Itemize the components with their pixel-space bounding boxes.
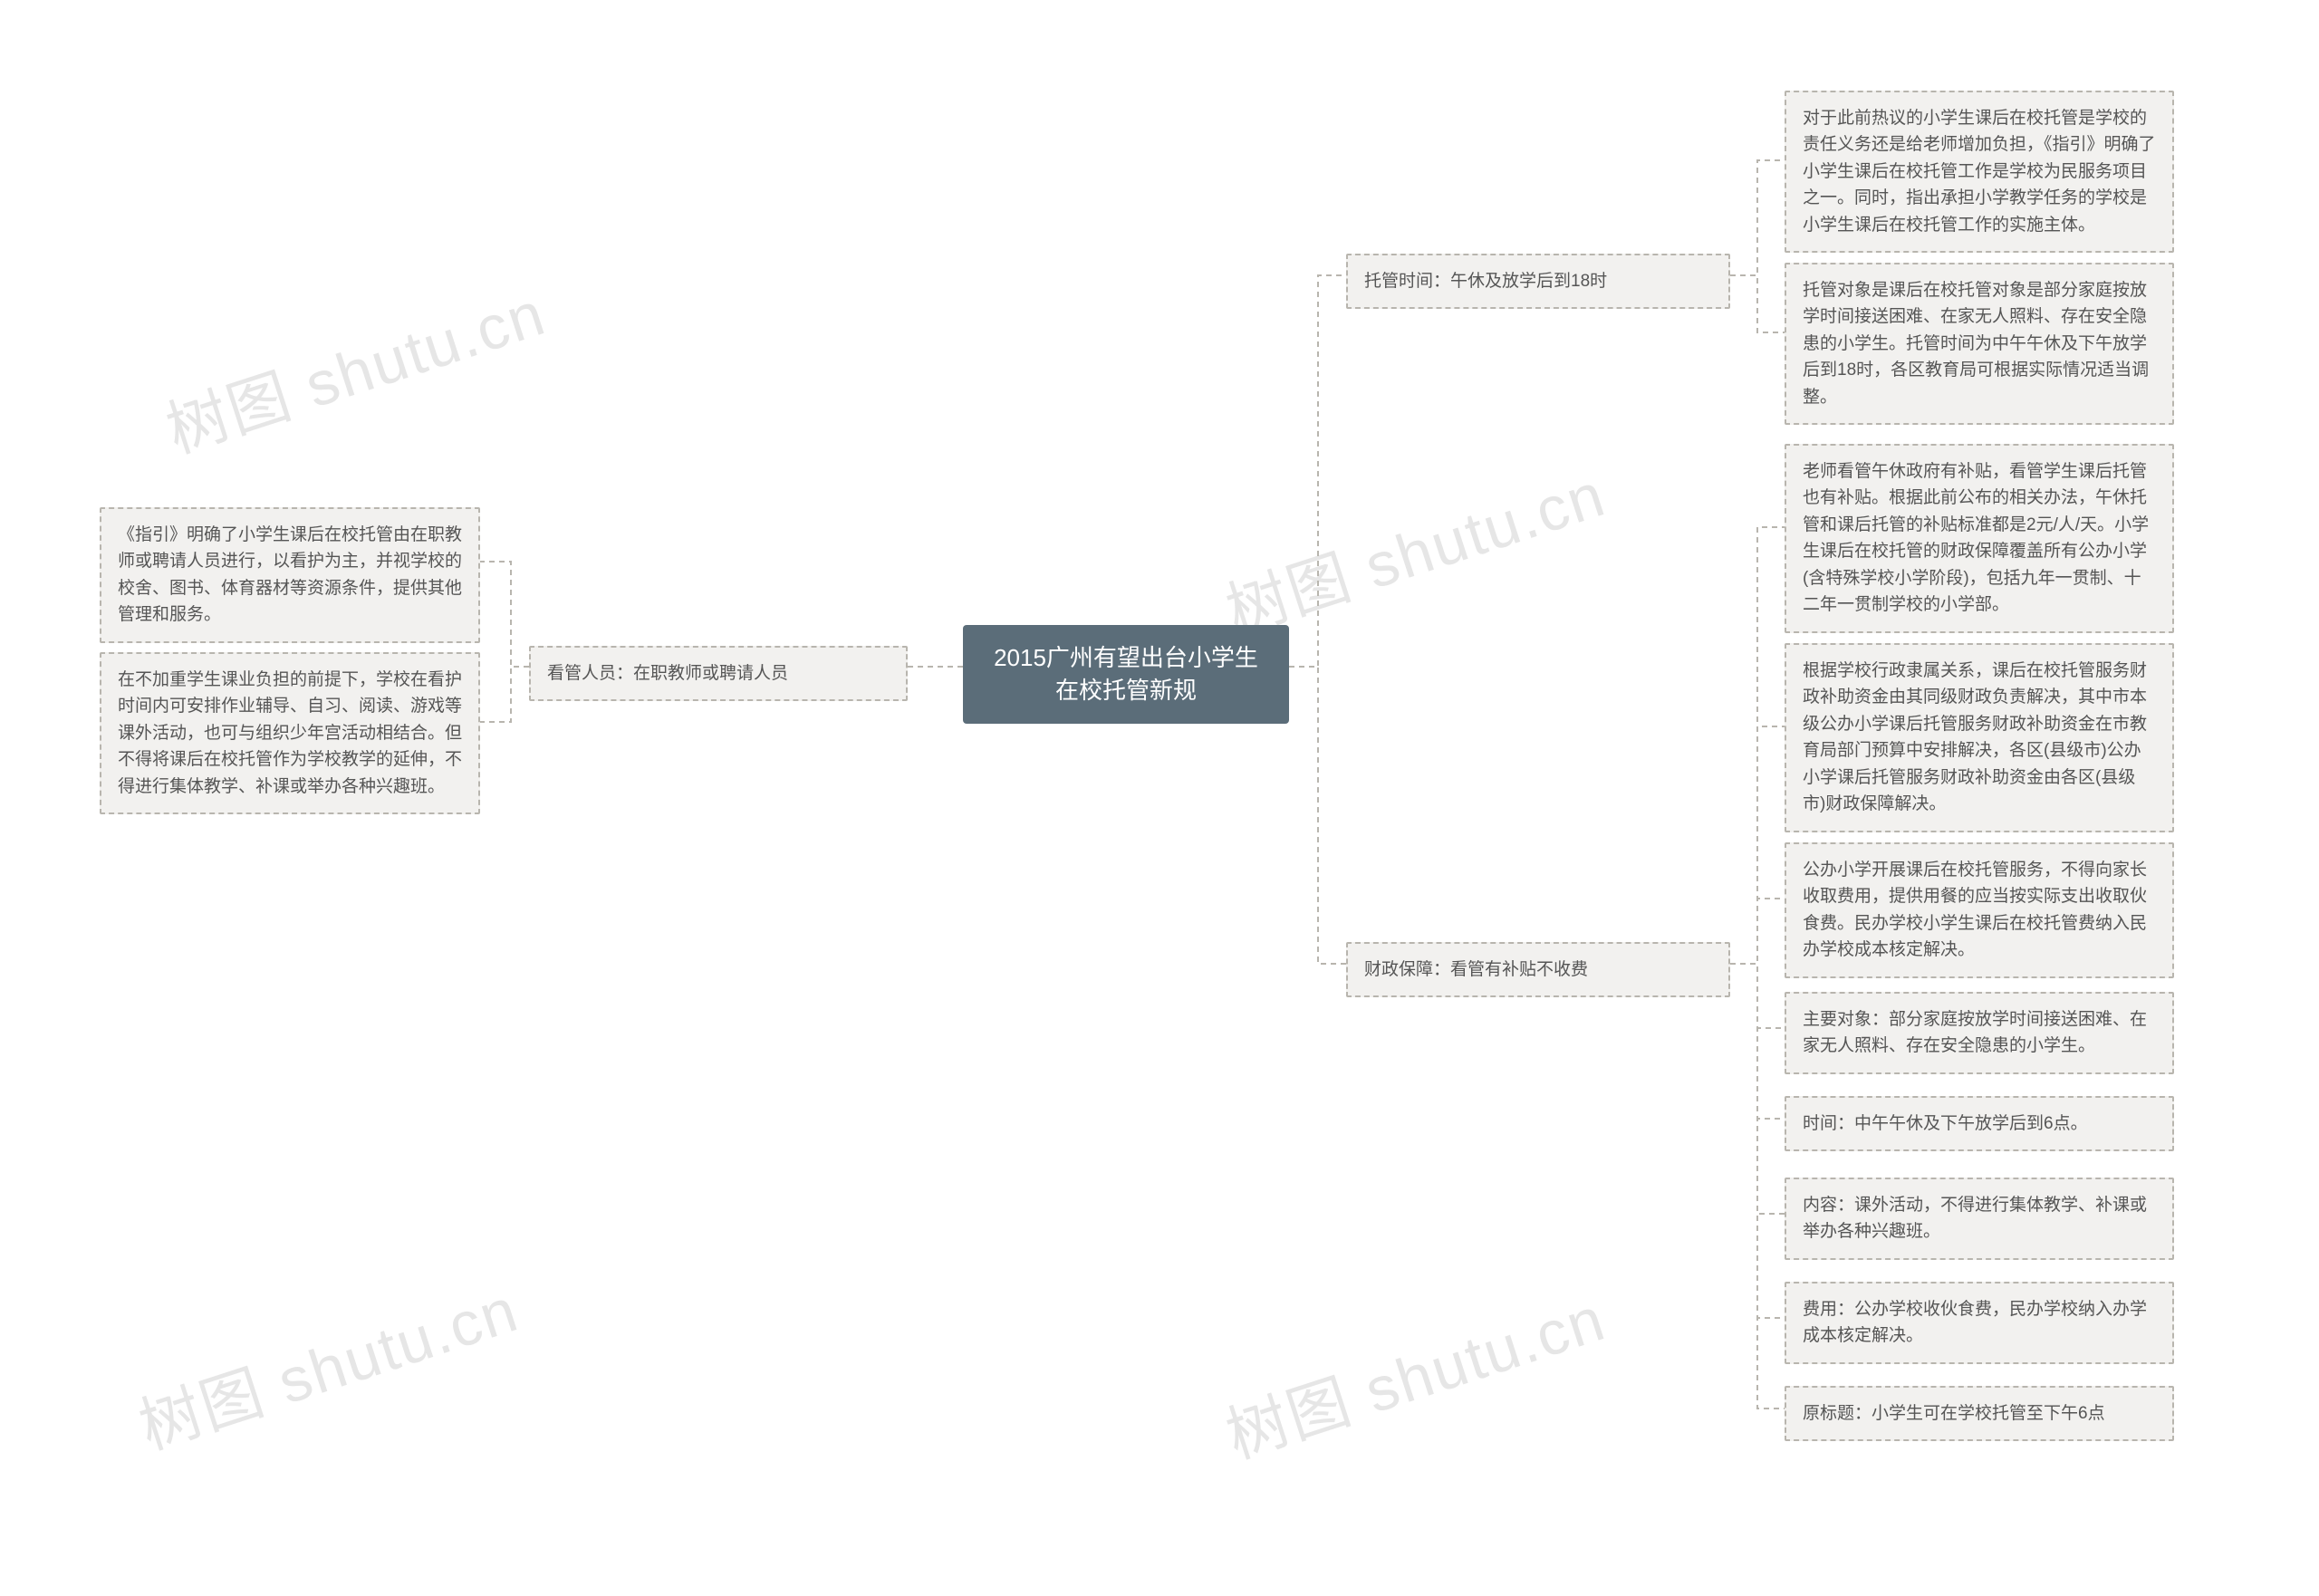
left-branch-label: 看管人员：在职教师或聘请人员 <box>529 646 908 701</box>
watermark: 树图 shutu.cn <box>126 1260 527 1466</box>
watermark: 树图 shutu.cn <box>1213 445 1614 651</box>
right-branch-1-child-5: 内容：课外活动，不得进行集体教学、补课或举办各种兴趣班。 <box>1785 1178 2174 1260</box>
watermark: 树图 shutu.cn <box>153 264 554 470</box>
left-child-1: 在不加重学生课业负担的前提下，学校在看护时间内可安排作业辅导、自习、阅读、游戏等… <box>100 652 480 814</box>
right-branch-0-label: 托管时间：午休及放学后到18时 <box>1346 254 1730 309</box>
right-branch-0-child-1: 托管对象是课后在校托管对象是部分家庭按放学时间接送困难、在家无人照料、存在安全隐… <box>1785 263 2174 425</box>
center-node: 2015广州有望出台小学生 在校托管新规 <box>963 625 1289 724</box>
right-branch-1-child-2: 公办小学开展课后在校托管服务，不得向家长收取费用，提供用餐的应当按实际支出收取伙… <box>1785 842 2174 978</box>
right-branch-1-label: 财政保障：看管有补贴不收费 <box>1346 942 1730 997</box>
right-branch-1-child-7: 原标题：小学生可在学校托管至下午6点 <box>1785 1386 2174 1441</box>
right-branch-1-child-0: 老师看管午休政府有补贴，看管学生课后托管也有补贴。根据此前公布的相关办法，午休托… <box>1785 444 2174 633</box>
center-line2: 在校托管新规 <box>1055 677 1197 704</box>
right-branch-0-child-0: 对于此前热议的小学生课后在校托管是学校的责任义务还是给老师增加负担，《指引》明确… <box>1785 91 2174 253</box>
watermark: 树图 shutu.cn <box>1213 1269 1614 1476</box>
right-branch-1-child-1: 根据学校行政隶属关系，课后在校托管服务财政补助资金由其同级财政负责解决，其中市本… <box>1785 643 2174 832</box>
right-branch-1-child-3: 主要对象：部分家庭按放学时间接送困难、在家无人照料、存在安全隐患的小学生。 <box>1785 992 2174 1074</box>
center-line1: 2015广州有望出台小学生 <box>994 644 1258 671</box>
left-child-0: 《指引》明确了小学生课后在校托管由在职教师或聘请人员进行，以看护为主，并视学校的… <box>100 507 480 643</box>
right-branch-1-child-6: 费用：公办学校收伙食费，民办学校纳入办学成本核定解决。 <box>1785 1282 2174 1364</box>
right-branch-1-child-4: 时间：中午午休及下午放学后到6点。 <box>1785 1096 2174 1151</box>
